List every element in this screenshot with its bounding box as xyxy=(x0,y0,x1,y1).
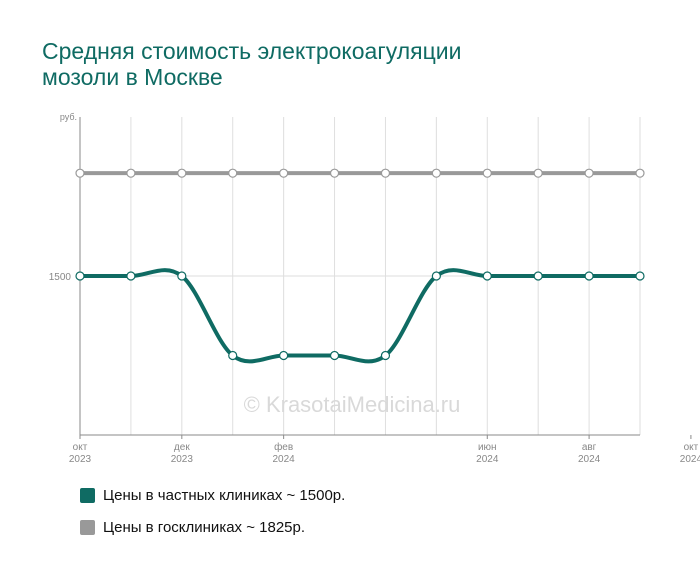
legend-item-private: Цены в частных клиниках ~ 1500р. xyxy=(80,484,345,506)
x-tick-label-year: 2023 xyxy=(171,454,194,465)
series-1 xyxy=(75,168,645,178)
x-tick-label-month: окт xyxy=(684,442,699,453)
data-point-0 xyxy=(431,271,441,281)
data-point-1 xyxy=(380,168,391,178)
x-tick-label-month: окт xyxy=(73,442,88,453)
legend-label-public: Цены в госклиниках ~ 1825р. xyxy=(103,518,306,536)
x-tick-label-month: июн xyxy=(478,442,497,453)
legend-swatch-public xyxy=(80,519,95,535)
data-point-1 xyxy=(228,168,238,178)
legend: Цены в частных клиниках ~ 1500р. Цены в … xyxy=(80,484,345,548)
data-point-0 xyxy=(177,271,187,281)
legend-label-private: Цены в частных клиниках ~ 1500р. xyxy=(103,486,346,504)
data-point-0 xyxy=(228,350,238,361)
series-layer xyxy=(75,168,645,364)
legend-swatch-private xyxy=(80,487,95,503)
watermark-text: © KrasotaiMedicina.ru xyxy=(244,392,461,417)
data-point-1 xyxy=(431,168,441,178)
y-tick-label: 1500 xyxy=(49,272,72,283)
data-point-0 xyxy=(584,271,594,281)
x-tick-label-year: 2024 xyxy=(476,454,499,465)
x-tick-label-month: дек xyxy=(174,442,190,453)
data-point-1 xyxy=(584,168,594,178)
x-tick-label-year: 2024 xyxy=(680,454,700,465)
data-point-0 xyxy=(533,271,543,281)
x-tick-label-month: фев xyxy=(274,441,293,453)
data-point-1 xyxy=(533,168,543,178)
data-point-0 xyxy=(329,350,340,361)
series-line-0 xyxy=(78,268,642,364)
chart-title-line-1: Средняя стоимость электрокоагуляции xyxy=(42,38,462,64)
data-point-1 xyxy=(329,168,340,178)
x-tick-label-year: 2023 xyxy=(69,454,92,465)
data-point-1 xyxy=(635,168,645,178)
chart-title-line-2: мозоли в Москве xyxy=(42,64,223,90)
x-tick-label-year: 2024 xyxy=(273,454,296,465)
data-point-0 xyxy=(482,271,492,281)
y-axis-unit-label: руб. xyxy=(60,112,77,122)
x-tick-label-month: авг xyxy=(582,442,597,453)
data-point-0 xyxy=(75,271,85,281)
data-point-1 xyxy=(279,168,289,178)
chart-title: Средняя стоимость электрокоагуляции мозо… xyxy=(42,38,642,90)
data-point-1 xyxy=(482,168,492,178)
data-point-1 xyxy=(177,168,187,178)
legend-item-public: Цены в госклиниках ~ 1825р. xyxy=(80,516,345,538)
data-point-0 xyxy=(635,271,645,281)
data-point-1 xyxy=(126,168,136,178)
data-point-0 xyxy=(279,350,289,361)
series-0 xyxy=(75,268,645,364)
data-point-1 xyxy=(75,168,85,178)
data-point-0 xyxy=(380,350,391,361)
data-point-0 xyxy=(126,271,136,281)
x-tick-label-year: 2024 xyxy=(578,454,601,465)
